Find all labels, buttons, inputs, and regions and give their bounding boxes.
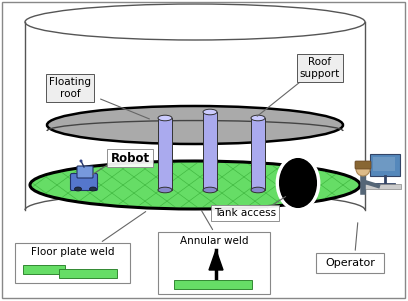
- Ellipse shape: [251, 187, 265, 193]
- Text: Floating
roof: Floating roof: [49, 77, 91, 99]
- Bar: [316, 253, 384, 273]
- Circle shape: [80, 160, 82, 163]
- Bar: [59, 269, 117, 278]
- Text: Robot: Robot: [111, 151, 150, 165]
- Text: Annular weld: Annular weld: [180, 236, 248, 246]
- Ellipse shape: [251, 115, 265, 121]
- FancyBboxPatch shape: [77, 166, 93, 178]
- Bar: [363, 184, 401, 189]
- Ellipse shape: [89, 187, 97, 191]
- Ellipse shape: [203, 109, 217, 115]
- Ellipse shape: [30, 161, 360, 209]
- Ellipse shape: [203, 187, 217, 193]
- Ellipse shape: [158, 187, 172, 193]
- Text: Operator: Operator: [325, 258, 375, 268]
- Ellipse shape: [277, 156, 319, 210]
- Bar: [174, 280, 252, 289]
- Bar: [203, 112, 217, 190]
- Bar: [158, 118, 172, 190]
- Bar: [15, 243, 130, 283]
- Bar: [251, 118, 265, 190]
- FancyBboxPatch shape: [71, 173, 98, 191]
- Ellipse shape: [75, 187, 82, 191]
- Text: Floor plate weld: Floor plate weld: [31, 247, 114, 257]
- Ellipse shape: [47, 106, 343, 144]
- Text: Roof
support: Roof support: [300, 57, 340, 79]
- FancyBboxPatch shape: [355, 161, 371, 169]
- Ellipse shape: [280, 159, 316, 207]
- Circle shape: [356, 162, 370, 176]
- Bar: [373, 157, 395, 171]
- Text: Tank access: Tank access: [214, 208, 276, 218]
- Bar: [370, 154, 400, 176]
- Ellipse shape: [158, 115, 172, 121]
- Bar: [158, 232, 270, 294]
- Polygon shape: [209, 250, 223, 270]
- Bar: [23, 265, 65, 274]
